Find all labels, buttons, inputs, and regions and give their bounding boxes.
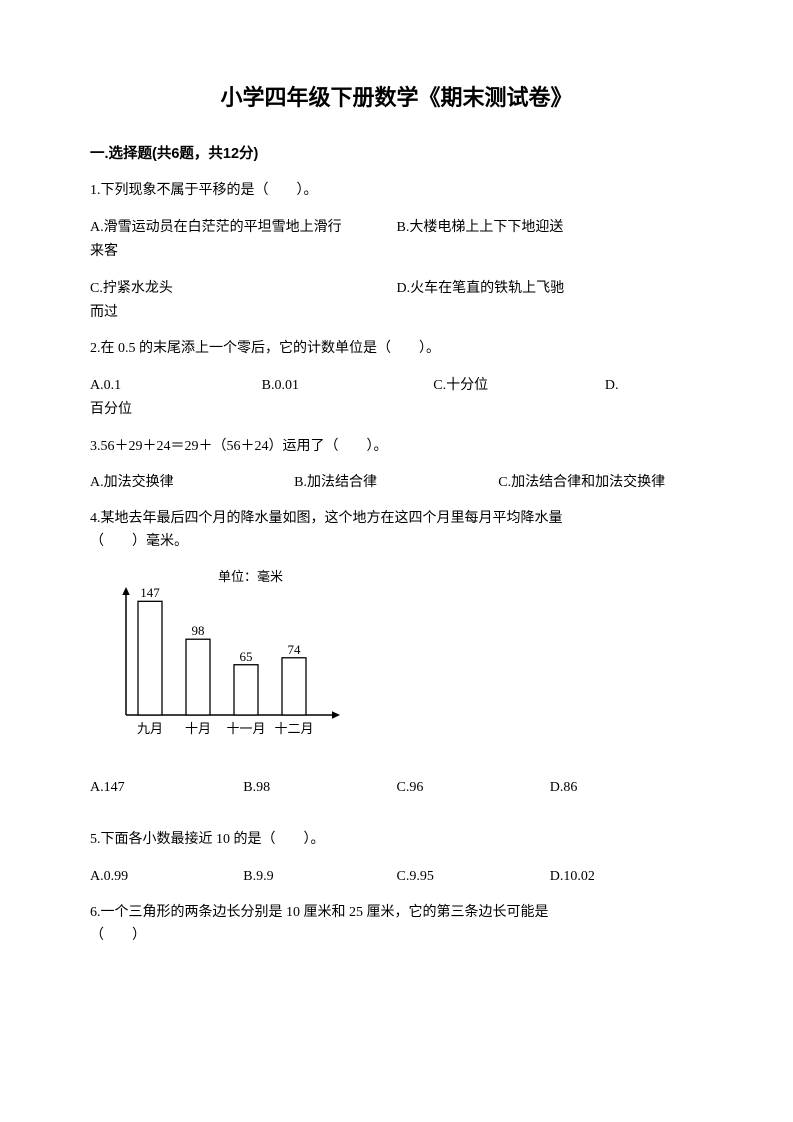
chart-value: 98 <box>186 621 210 642</box>
q2-opt-b: B.0.01 <box>262 375 434 397</box>
q1-opt-b-cont: 来客 <box>90 241 703 263</box>
q5-text: 5.下面各小数最接近 10 的是（ ）。 <box>90 829 703 851</box>
q6-text: 6.一个三角形的两条边长分别是 10 厘米和 25 厘米，它的第三条边长可能是 <box>90 902 703 924</box>
q4-opts: A.147 B.98 C.96 D.86 <box>90 777 703 799</box>
chart-x-label: 十二月 <box>270 719 318 740</box>
q1-text: 1.下列现象不属于平移的是（ ）。 <box>90 180 703 202</box>
q3-opt-a: A.加法交换律 <box>90 472 294 494</box>
q4-opt-b: B.98 <box>243 777 396 799</box>
q5-opt-b: B.9.9 <box>243 866 396 888</box>
section-1-header: 一.选择题(共6题，共12分) <box>90 143 703 166</box>
q2-opt-a: A.0.1 <box>90 375 262 397</box>
q5-opts: A.0.99 B.9.9 C.9.95 D.10.02 <box>90 866 703 888</box>
q3-opts: A.加法交换律 B.加法结合律 C.加法结合律和加法交换律 <box>90 472 703 494</box>
q6-text-cont: （ ） <box>90 925 703 947</box>
q1-opt-d: D.火车在笔直的铁轨上飞驰 <box>397 278 704 300</box>
page-title: 小学四年级下册数学《期末测试卷》 <box>90 80 703 115</box>
q2-opts: A.0.1 B.0.01 C.十分位 D. <box>90 375 703 397</box>
q4-opt-c: C.96 <box>397 777 550 799</box>
q1-opt-d-cont: 而过 <box>90 302 703 324</box>
q2-opt-d-cont: 百分位 <box>90 399 703 421</box>
q2-text: 2.在 0.5 的末尾添上一个零后，它的计数单位是（ ）。 <box>90 338 703 360</box>
q5-opt-c: C.9.95 <box>397 866 550 888</box>
q1-opt-b: B.大楼电梯上上下下地迎送 <box>397 217 704 239</box>
chart-value: 65 <box>234 647 258 668</box>
q4-text: 4.某地去年最后四个月的降水量如图，这个地方在这四个月里每月平均降水量 <box>90 508 703 530</box>
q5-opt-d: D.10.02 <box>550 866 703 888</box>
chart-value: 147 <box>138 583 162 604</box>
q2-opt-c: C.十分位 <box>433 375 605 397</box>
q2-opt-d: D. <box>605 375 703 397</box>
chart-x-labels: 九月十月十一月十二月 <box>126 719 318 740</box>
q1-opt-c: C.拧紧水龙头 <box>90 278 397 300</box>
q4-opt-d: D.86 <box>550 777 703 799</box>
chart-x-label: 十月 <box>174 719 222 740</box>
q1-opts-row1: A.滑雪运动员在白茫茫的平坦雪地上滑行 B.大楼电梯上上下下地迎送 <box>90 217 703 239</box>
q3-text: 3.56＋29＋24＝29＋（56＋24）运用了（ ）。 <box>90 436 703 458</box>
q3-opt-b: B.加法结合律 <box>294 472 498 494</box>
chart-value: 74 <box>282 640 306 661</box>
q5-opt-a: A.0.99 <box>90 866 243 888</box>
chart-x-label: 十一月 <box>222 719 270 740</box>
q1-opt-a: A.滑雪运动员在白茫茫的平坦雪地上滑行 <box>90 217 397 239</box>
q3-opt-c: C.加法结合律和加法交换律 <box>498 472 702 494</box>
q4-opt-a: A.147 <box>90 777 243 799</box>
chart-svg <box>98 585 358 725</box>
q4-chart: 单位：毫米 147986574 九月十月十一月十二月 <box>98 567 358 747</box>
q1-opts-row2: C.拧紧水龙头 D.火车在笔直的铁轨上飞驰 <box>90 278 703 300</box>
spacer <box>90 813 703 829</box>
q4-text-cont: （ ）毫米。 <box>90 531 703 553</box>
chart-x-label: 九月 <box>126 719 174 740</box>
